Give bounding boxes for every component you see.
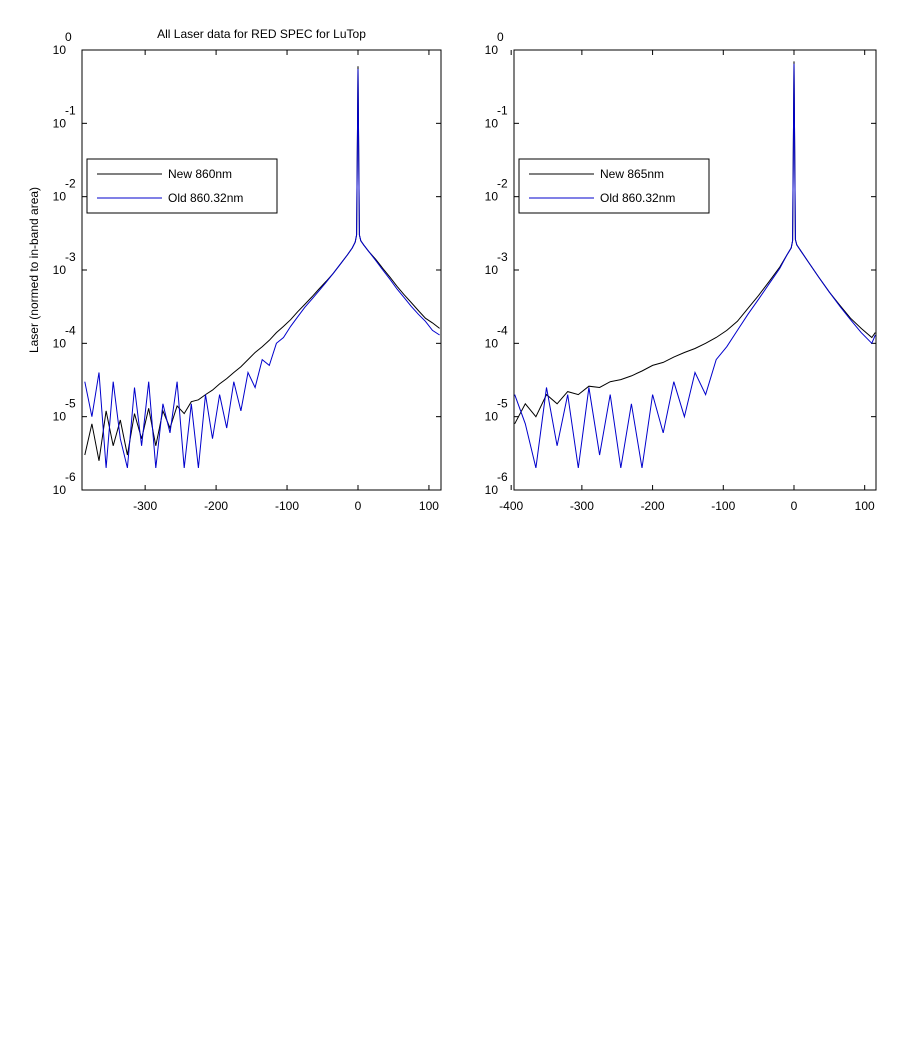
y-tick-exponent: -2 — [65, 177, 76, 191]
y-tick-exponent: -2 — [497, 177, 508, 191]
y-tick-label: 10 — [53, 410, 67, 424]
y-tick-label: 10 — [485, 190, 499, 204]
y-tick-label: 10 — [53, 263, 67, 277]
x-tick-label: 100 — [855, 499, 875, 513]
y-tick-exponent: -4 — [497, 323, 508, 337]
series-line — [84, 66, 440, 461]
x-tick-label: -200 — [641, 499, 665, 513]
y-tick-exponent: -3 — [497, 250, 508, 264]
legend-box — [518, 158, 710, 214]
series-line — [84, 68, 440, 469]
y-tick-label: 10 — [485, 43, 499, 57]
series-line — [514, 63, 876, 469]
x-tick-label: -200 — [204, 499, 228, 513]
x-tick-label: -100 — [275, 499, 299, 513]
legend: New 865nm Old 860.32nm — [518, 158, 710, 214]
y-tick-label: 10 — [485, 116, 499, 130]
axes-box — [81, 49, 442, 491]
legend-label: New 860nm — [168, 167, 232, 181]
chart-title: All Laser data for RED SPEC for LuTop — [157, 27, 366, 41]
legend: New 860nm Old 860.32nm — [86, 158, 278, 214]
y-tick-exponent: -1 — [497, 103, 508, 117]
y-tick-exponent: -4 — [65, 323, 76, 337]
x-tick-label: -100 — [711, 499, 735, 513]
y-axis-label: Laser (normed to in-band area) — [27, 187, 41, 353]
y-tick-label: 10 — [485, 263, 499, 277]
legend-label: Old 860.32nm — [600, 191, 675, 205]
y-tick-exponent: -3 — [65, 250, 76, 264]
y-tick-label: 10 — [53, 43, 67, 57]
subplot: All Laser data for RED SPEC for LuTop Las… — [27, 27, 442, 513]
y-tick-label: 10 — [53, 190, 67, 204]
y-tick-label: 10 — [485, 336, 499, 350]
x-tick-label: -300 — [570, 499, 594, 513]
y-tick-label: 10 — [53, 116, 67, 130]
y-tick-exponent: -1 — [65, 103, 76, 117]
series-line — [514, 61, 876, 425]
x-tick-label: -300 — [133, 499, 157, 513]
x-tick-label: 0 — [791, 499, 798, 513]
x-tick-label: 100 — [419, 499, 439, 513]
y-tick-label: 10 — [53, 483, 67, 497]
y-tick-exponent: -6 — [497, 470, 508, 484]
y-tick-label: 10 — [53, 336, 67, 350]
subplot: -400 -300 -200 -100 0 10010010-110-210-310-41… — [485, 30, 877, 513]
legend-label: New 865nm — [600, 167, 664, 181]
x-tick-label: -400 — [499, 499, 523, 513]
y-tick-label: 10 — [485, 410, 499, 424]
y-tick-exponent: -5 — [497, 397, 508, 411]
x-tick-label: 0 — [355, 499, 362, 513]
y-tick-exponent: -6 — [65, 470, 76, 484]
y-tick-exponent: -5 — [65, 397, 76, 411]
y-tick-label: 10 — [485, 483, 499, 497]
axes-box — [513, 49, 877, 491]
y-tick-exponent: 0 — [65, 30, 72, 44]
y-tick-exponent: 0 — [497, 30, 504, 44]
legend-box — [86, 158, 278, 214]
legend-label: Old 860.32nm — [168, 191, 243, 205]
